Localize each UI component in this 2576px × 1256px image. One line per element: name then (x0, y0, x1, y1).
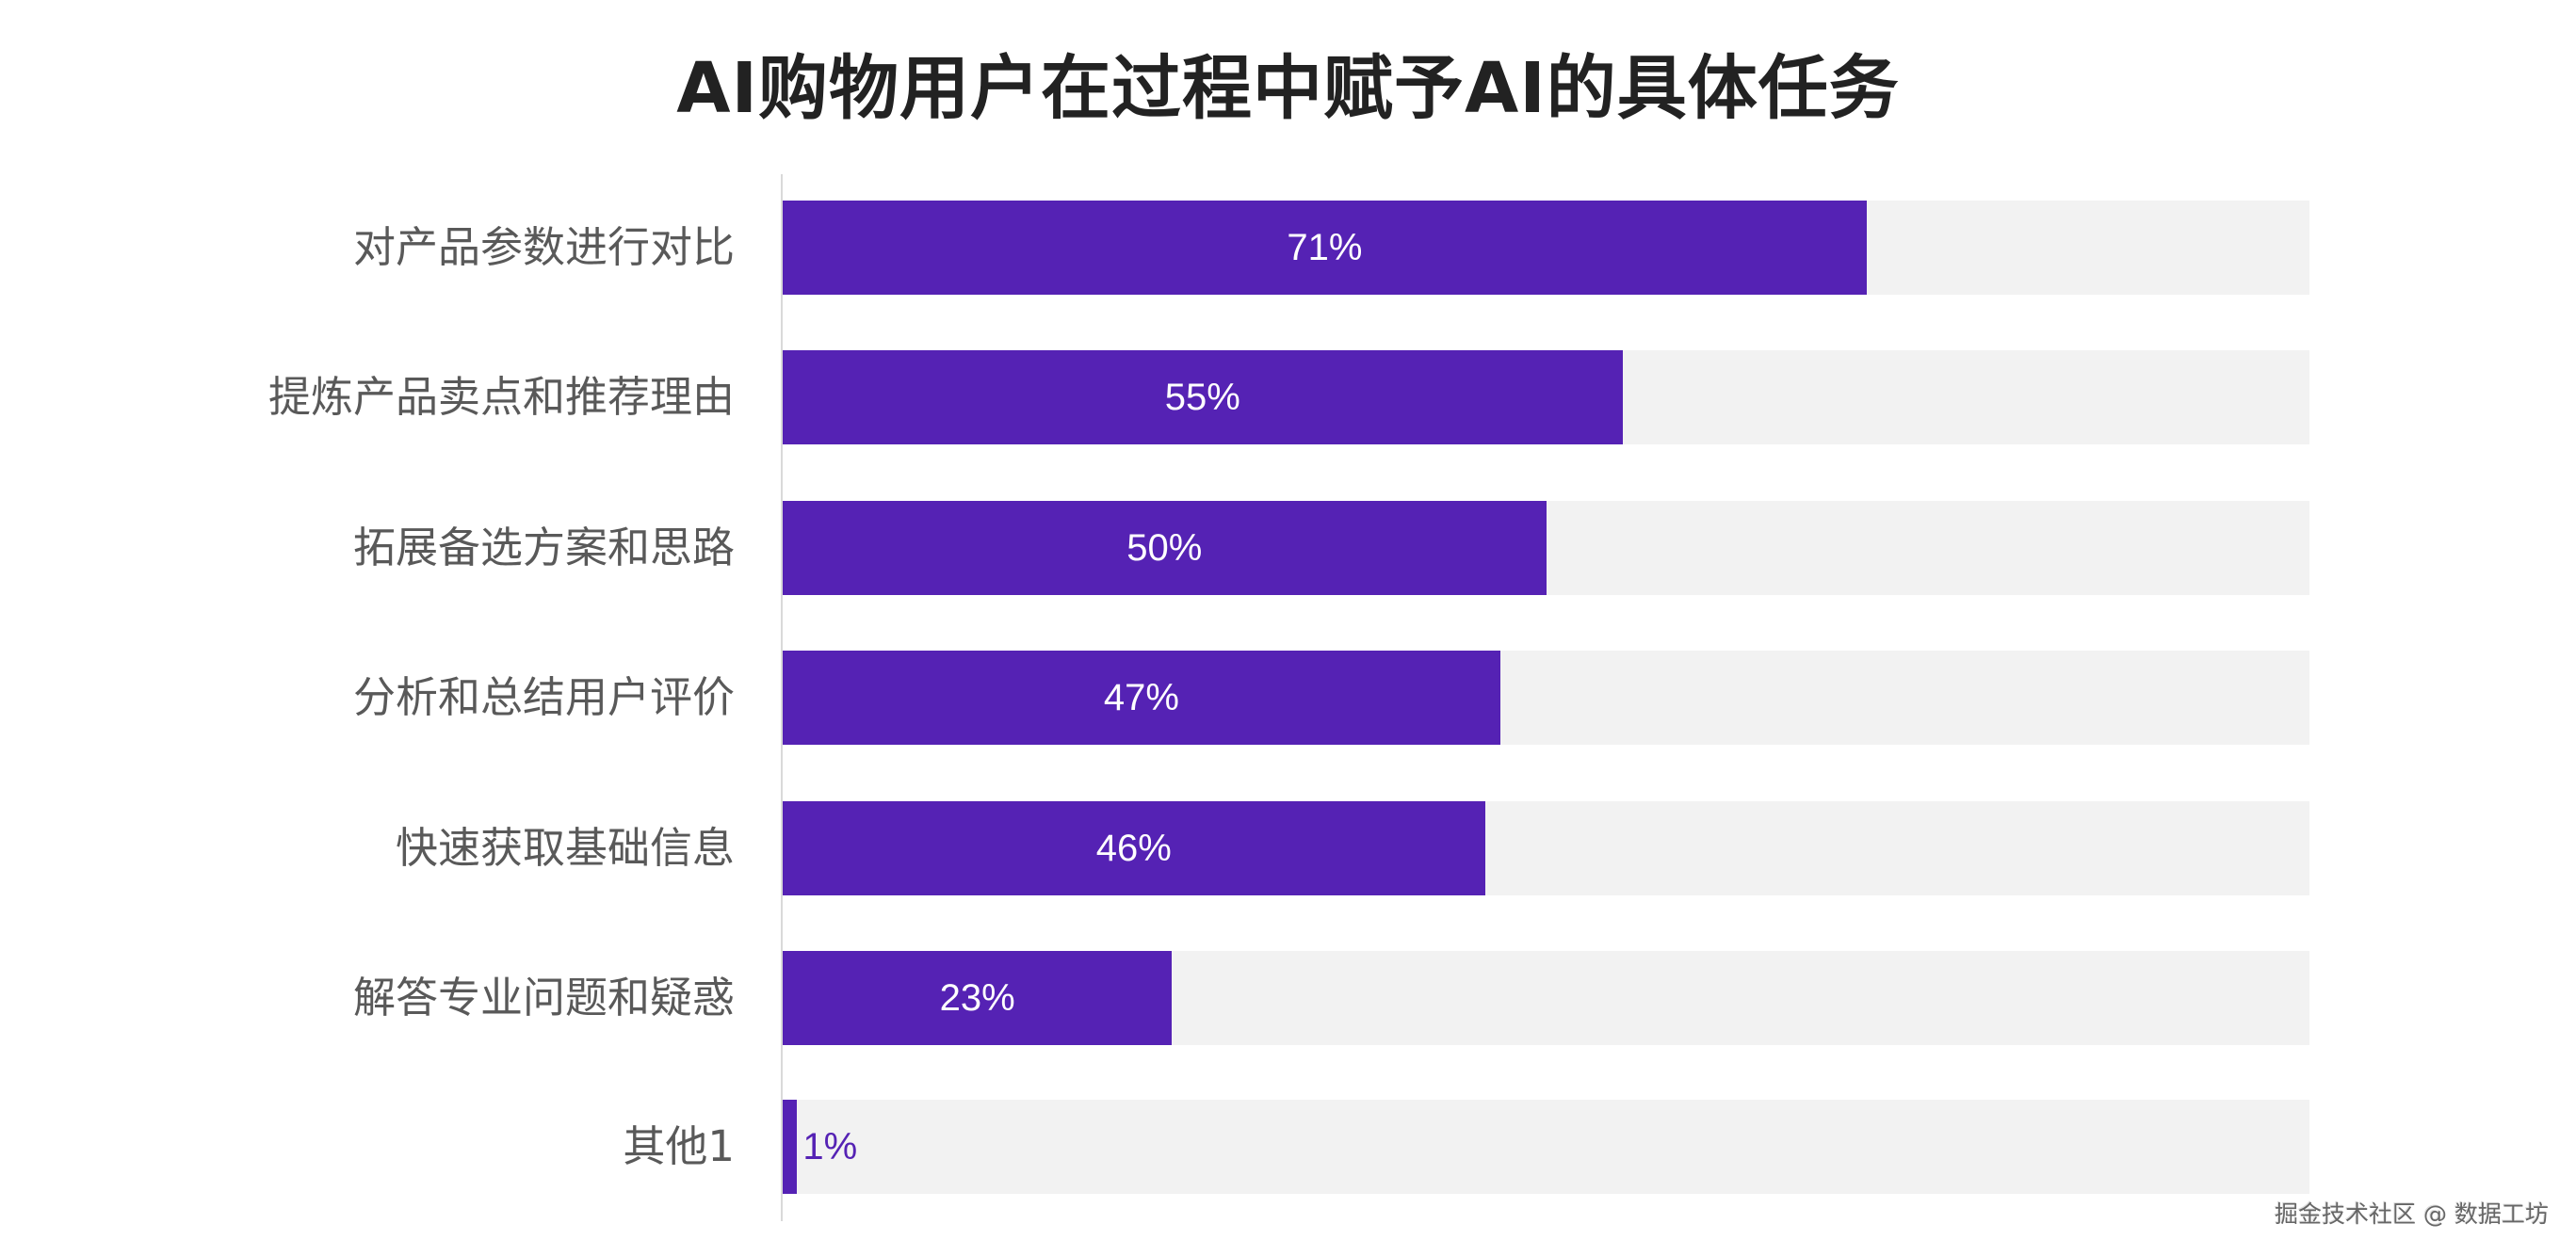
bar-track: 1% (783, 1100, 2309, 1194)
bar-track: 71% (783, 201, 2309, 295)
bar-row: 其他1 1% (0, 1100, 2576, 1194)
bar (783, 350, 1623, 444)
bar-row: 对产品参数进行对比 71% (0, 201, 2576, 295)
category-axis-line (781, 174, 783, 1221)
bar (783, 201, 1867, 295)
category-label: 提炼产品卖点和推荐理由 (267, 372, 735, 422)
category-label: 对产品参数进行对比 (352, 222, 735, 272)
category-label: 拓展备选方案和思路 (352, 523, 735, 572)
value-label: 55% (1164, 377, 1240, 418)
category-label: 其他1 (623, 1121, 735, 1171)
value-label: 71% (1287, 227, 1363, 268)
bar-row: 快速获取基础信息 46% (0, 801, 2576, 895)
bar-track: 55% (783, 350, 2309, 444)
category-label: 解答专业问题和疑惑 (352, 973, 735, 1023)
bar-row: 拓展备选方案和思路 50% (0, 501, 2576, 595)
bar-row: 分析和总结用户评价 47% (0, 651, 2576, 745)
bar-track: 50% (783, 501, 2309, 595)
value-label: 50% (1126, 527, 1203, 569)
category-label: 快速获取基础信息 (395, 823, 735, 873)
bar-track: 23% (783, 951, 2309, 1045)
value-label: 1% (802, 1126, 858, 1167)
value-label: 23% (939, 977, 1015, 1019)
bar (783, 501, 1547, 595)
bar (783, 1100, 798, 1194)
bar (783, 951, 1173, 1045)
value-label: 46% (1095, 828, 1172, 869)
bar-track: 46% (783, 801, 2309, 895)
bar-track: 47% (783, 651, 2309, 745)
value-label: 47% (1103, 677, 1179, 718)
bar-row: 解答专业问题和疑惑 23% (0, 951, 2576, 1045)
category-label: 分析和总结用户评价 (352, 672, 735, 722)
bar (783, 651, 1500, 745)
bar (783, 801, 1485, 895)
bar-row: 提炼产品卖点和推荐理由 55% (0, 350, 2576, 444)
chart-title: AI购物用户在过程中赋予AI的具体任务 (676, 48, 1900, 129)
watermark: 掘金技术社区 @ 数据工坊 (2275, 1200, 2549, 1228)
